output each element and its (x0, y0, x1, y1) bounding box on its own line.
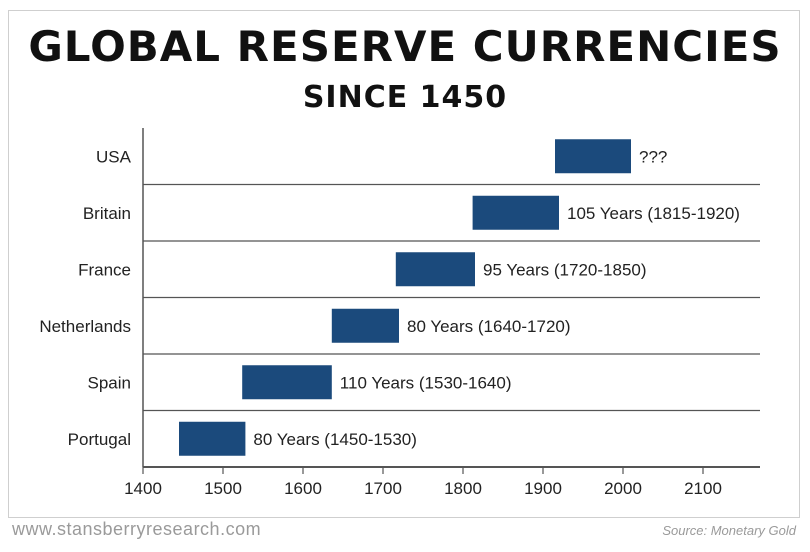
bar-label-portugal: 80 Years (1450-1530) (253, 430, 417, 449)
bar-label-spain: 110 Years (1530-1640) (340, 373, 512, 392)
x-tick-label-1500: 1500 (204, 479, 242, 498)
category-label-usa: USA (96, 147, 132, 166)
bar-label-usa: ??? (639, 147, 667, 166)
bar-france (395, 252, 475, 287)
x-tick-label-1800: 1800 (444, 479, 482, 498)
category-label-france: France (78, 260, 131, 279)
x-tick-label-1400: 1400 (124, 479, 162, 498)
category-label-britain: Britain (83, 204, 131, 223)
source-credit: Source: Monetary Gold (662, 523, 796, 538)
category-label-spain: Spain (88, 373, 131, 392)
chart-title: GLOBAL RESERVE CURRENCIES (28, 22, 782, 71)
website-credit: www.stansberryresearch.com (12, 519, 262, 539)
bar-usa (555, 139, 631, 174)
chart-subtitle: SINCE 1450 (302, 80, 508, 115)
x-tick-label-1900: 1900 (524, 479, 562, 498)
category-label-portugal: Portugal (68, 430, 131, 449)
x-tick-label-2000: 2000 (604, 479, 642, 498)
bar-portugal (179, 421, 246, 456)
bar-label-netherlands: 80 Years (1640-1720) (407, 317, 571, 336)
bar-spain (242, 365, 332, 400)
x-tick-label-2100: 2100 (684, 479, 722, 498)
x-tick-label-1700: 1700 (364, 479, 402, 498)
bar-britain (472, 195, 559, 230)
x-tick-label-1600: 1600 (284, 479, 322, 498)
bar-label-france: 95 Years (1720-1850) (483, 260, 647, 279)
bar-label-britain: 105 Years (1815-1920) (567, 204, 740, 223)
category-label-netherlands: Netherlands (39, 317, 131, 336)
bar-netherlands (331, 308, 399, 343)
